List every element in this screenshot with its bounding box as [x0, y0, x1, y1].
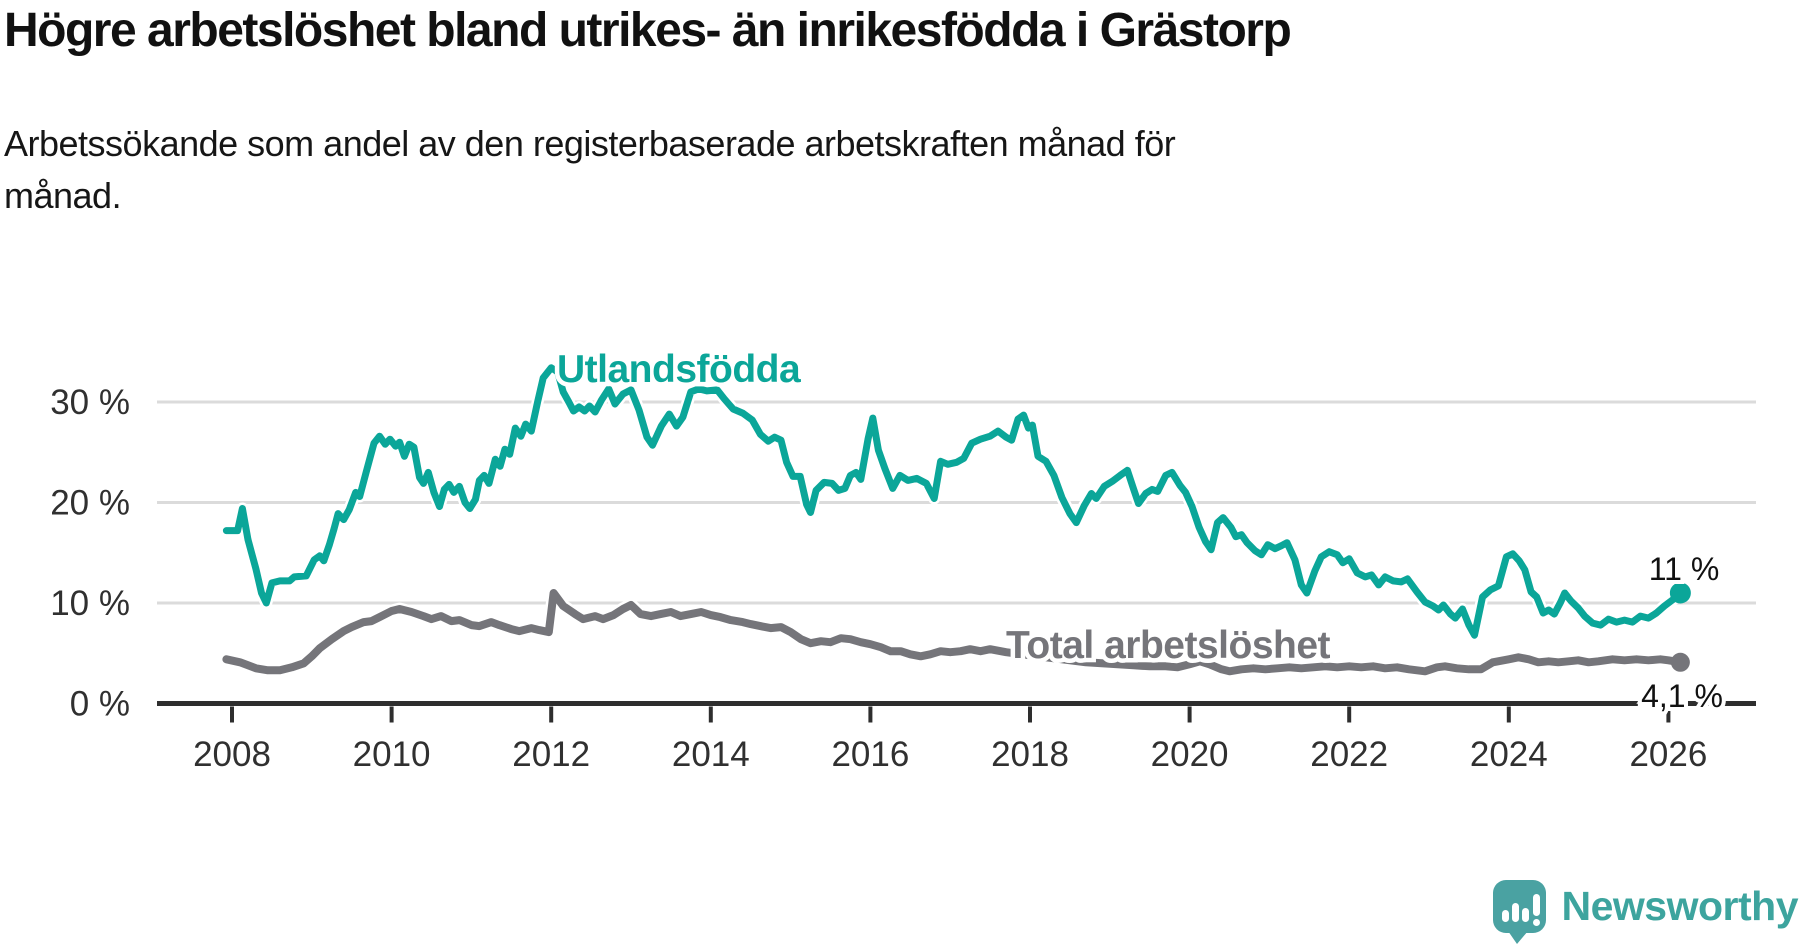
x-tick-label: 2024 — [1470, 735, 1548, 774]
series-label: Total arbetslöshet — [1006, 624, 1331, 667]
end-value-label: 4,1 % — [1641, 678, 1723, 714]
y-tick-label: 0 % — [70, 685, 130, 724]
logo-bar-icon — [1511, 902, 1519, 922]
newsworthy-logo: Newsworthy — [1492, 874, 1799, 944]
newsworthy-logo-text: Newsworthy — [1561, 882, 1799, 929]
x-tick-label: 2010 — [353, 735, 431, 774]
chart-title: Högre arbetslöshet bland utrikes- än inr… — [4, 4, 1292, 57]
newsworthy-logo-icon — [1492, 879, 1546, 944]
y-tick-label: 30 % — [50, 383, 130, 422]
chart-subtitle: Arbetssökande som andel av den registerb… — [4, 123, 1176, 216]
logo-bubble-tail — [1507, 930, 1528, 944]
series-lines — [219, 361, 1691, 678]
y-tick-label: 10 % — [50, 584, 130, 623]
logo-bar-icon — [1501, 909, 1509, 922]
end-annotations: 11 % 4,1 % — [1637, 547, 1727, 718]
gridlines — [157, 400, 1756, 605]
x-tick-label: 2020 — [1151, 735, 1229, 774]
x-tick-label: 2012 — [512, 735, 590, 774]
logo-exclamation-dot-icon — [1532, 918, 1540, 926]
x-tick-label: 2022 — [1310, 735, 1388, 774]
series-end-dot — [1669, 582, 1691, 604]
x-tick-label: 2014 — [672, 735, 750, 774]
y-tick-label: 20 % — [50, 484, 130, 523]
y-axis-labels: 0 % 10 % 20 % 30 % — [50, 383, 130, 724]
logo-bar-icon — [1521, 907, 1529, 922]
series-line-utlandsfodda — [222, 364, 1684, 639]
series-line-total — [222, 589, 1685, 676]
logo-exclamation-icon — [1532, 893, 1540, 916]
x-tick-label: 2026 — [1629, 735, 1707, 774]
series-label: Utlandsfödda — [557, 348, 801, 391]
x-tick-label: 2018 — [991, 735, 1069, 774]
series-labels: Utlandsfödda Total arbetslöshet — [553, 344, 1336, 672]
x-tick-label: 2008 — [193, 735, 271, 774]
end-value-label: 11 % — [1649, 551, 1720, 587]
series-end-dot — [1670, 652, 1690, 672]
x-tick-label: 2016 — [831, 735, 909, 774]
x-axis: 2008 2010 2012 2014 2016 2018 2020 2022 2024 2026 — [157, 701, 1756, 774]
